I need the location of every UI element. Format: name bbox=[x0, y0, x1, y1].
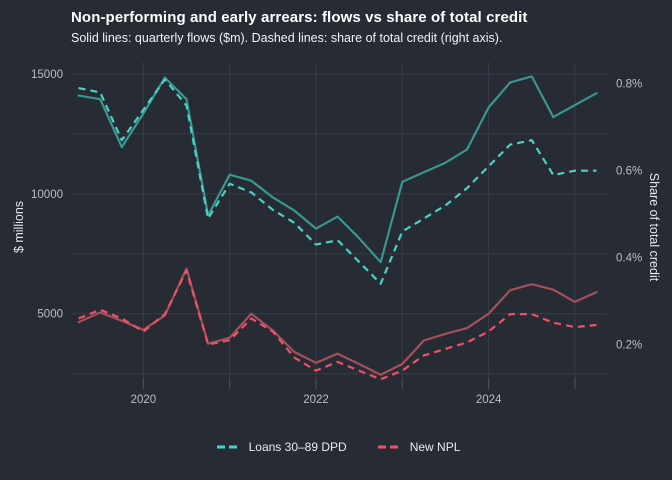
left-tick-label: 15000 bbox=[31, 69, 63, 81]
legend: Loans 30–89 DPD New NPL bbox=[70, 440, 606, 454]
series-0-dashed-share-line bbox=[78, 78, 597, 285]
dashed-line-swatch-icon bbox=[377, 445, 400, 449]
chart-subtitle: Solid lines: quarterly flows ($m). Dashe… bbox=[71, 31, 503, 45]
right-tick-label: 0.8% bbox=[616, 79, 642, 91]
right-tick-label: 0.6% bbox=[616, 166, 642, 178]
series-1-dashed-share-line bbox=[78, 269, 597, 381]
x-tick-label: 2020 bbox=[131, 394, 157, 406]
left-tick-label: 5000 bbox=[37, 309, 63, 321]
series-0-solid-flows-line bbox=[77, 75, 598, 264]
x-tick-label: 2024 bbox=[476, 394, 502, 406]
legend-item-npl: New NPL bbox=[377, 440, 461, 454]
legend-label-loans: Loans 30–89 DPD bbox=[248, 440, 347, 454]
dashed-line-swatch-icon bbox=[216, 445, 239, 449]
x-tick-label: 2022 bbox=[303, 394, 329, 406]
legend-label-npl: New NPL bbox=[409, 440, 461, 454]
left-tick-label: 10000 bbox=[31, 189, 63, 201]
right-tick-label: 0.2% bbox=[616, 340, 642, 352]
legend-item-loans: Loans 30–89 DPD bbox=[216, 440, 347, 454]
right-tick-label: 0.4% bbox=[616, 253, 642, 265]
chart-title: Non-performing and early arrears: flows … bbox=[71, 9, 528, 26]
